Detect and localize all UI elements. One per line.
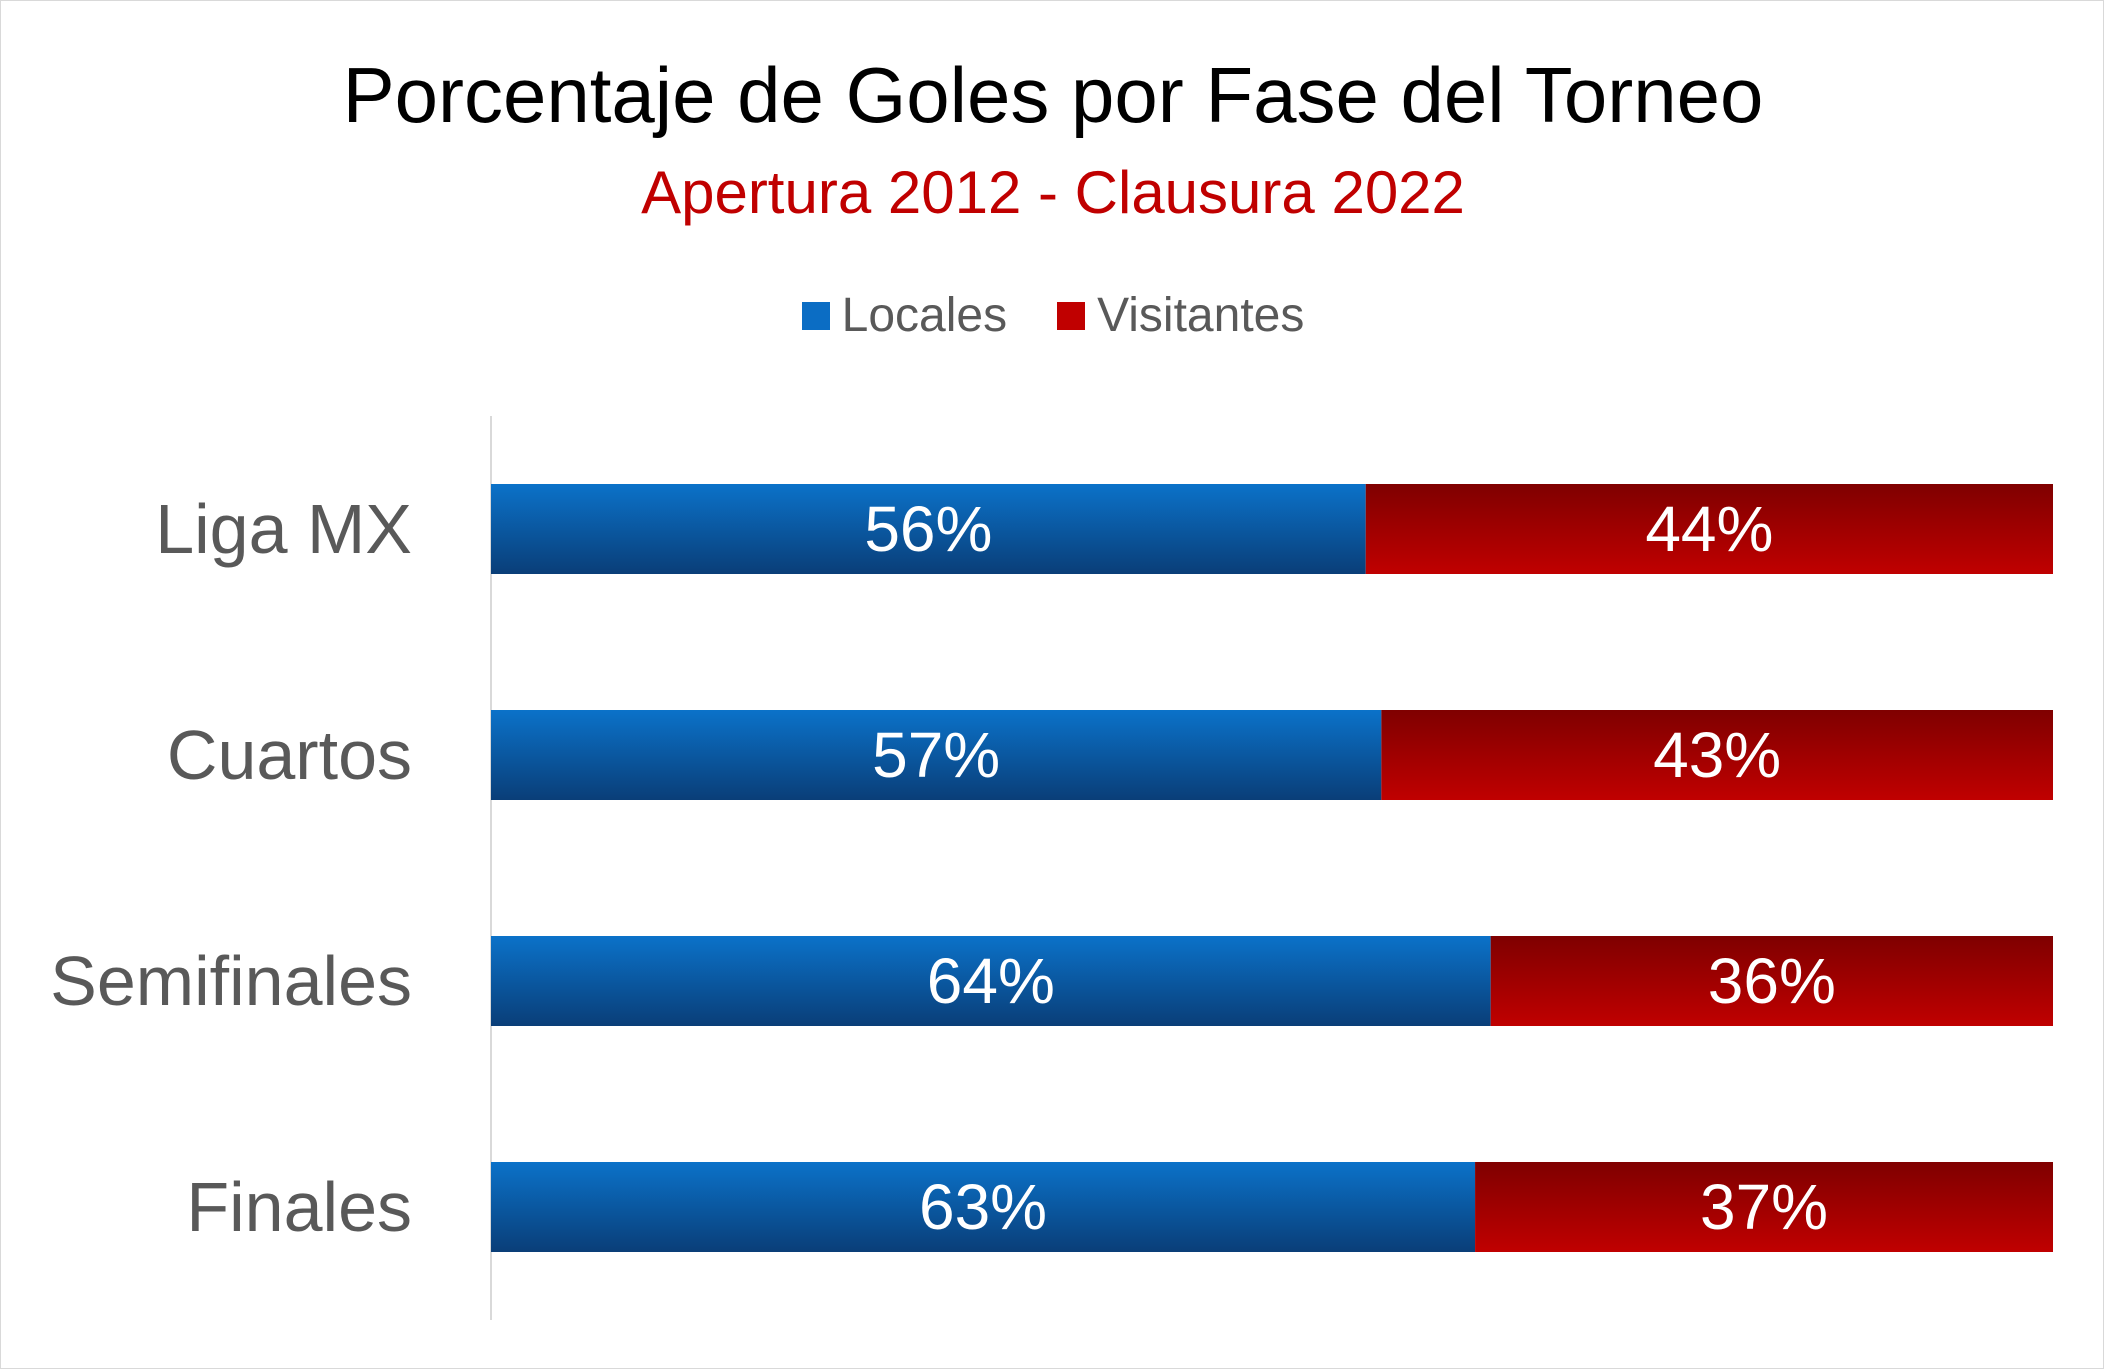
data-label-visitantes: 36% xyxy=(1708,945,1836,1017)
legend-label-visitantes: Visitantes xyxy=(1097,289,1305,342)
legend-swatch-locales xyxy=(801,301,830,330)
data-label-locales: 63% xyxy=(919,1171,1047,1243)
legend: Locales Visitantes xyxy=(0,288,2106,343)
bar-locales xyxy=(491,936,1491,1026)
legend-item-locales: Locales xyxy=(801,288,1008,343)
bar-locales xyxy=(491,1162,1476,1252)
bar-visitantes xyxy=(1381,710,2053,800)
data-label-locales: 64% xyxy=(927,945,1055,1017)
bar-visitantes xyxy=(1475,1162,2053,1252)
data-label-visitantes: 44% xyxy=(1645,493,1773,565)
chart-subtitle: Apertura 2012 - Clausura 2022 xyxy=(641,159,1465,226)
legend-label-locales: Locales xyxy=(841,289,1008,342)
bar-visitantes xyxy=(1490,936,2053,1026)
data-label-locales: 57% xyxy=(872,719,1000,791)
data-label-locales: 56% xyxy=(864,493,992,565)
category-label: Finales xyxy=(186,1168,412,1246)
legend-swatch-visitantes xyxy=(1057,301,1086,330)
chart-title: Porcentaje de Goles por Fase del Torneo xyxy=(342,51,1764,139)
legend-item-visitantes: Visitantes xyxy=(1057,288,1304,343)
category-label: Semifinales xyxy=(50,942,412,1020)
category-label: Liga MX xyxy=(155,490,412,568)
bar-locales xyxy=(491,484,1366,574)
bars-group: Liga MX 56% 44% Cuartos 57% 43% Semifinales 64%… xyxy=(50,484,2053,1252)
category-label: Cuartos xyxy=(167,716,412,794)
data-label-visitantes: 37% xyxy=(1700,1171,1828,1243)
bar-visitantes xyxy=(1365,484,2053,574)
bar-locales xyxy=(491,710,1382,800)
data-label-visitantes: 43% xyxy=(1653,719,1781,791)
